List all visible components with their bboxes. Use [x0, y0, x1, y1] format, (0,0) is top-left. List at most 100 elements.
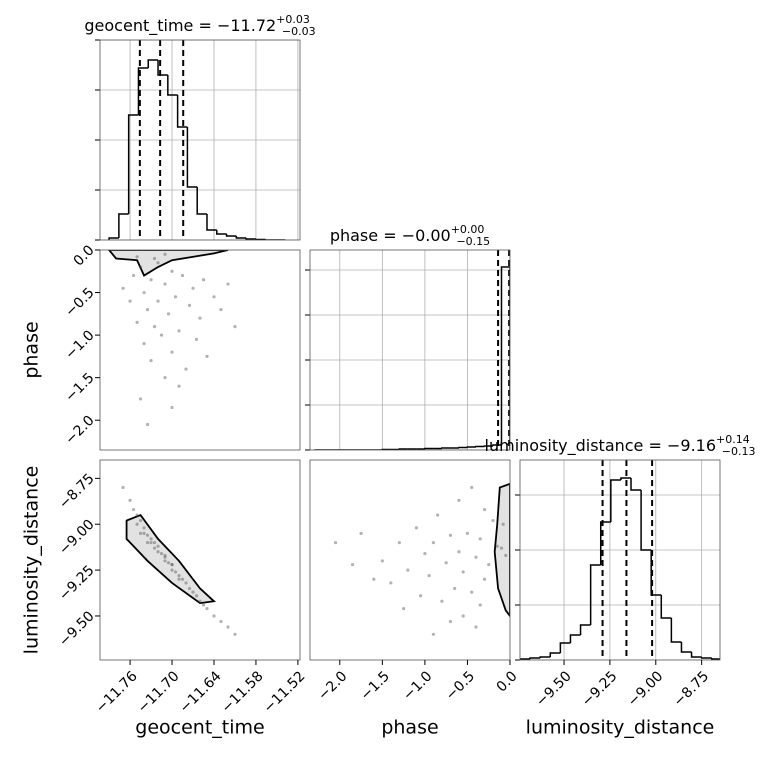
- x-tick-label: −9.50: [533, 668, 575, 710]
- sample-point: [333, 540, 338, 545]
- sample-point: [372, 577, 376, 581]
- hist-step: [225, 234, 237, 237]
- y-axis-label: phase: [21, 321, 43, 378]
- hist-step: [398, 448, 408, 450]
- x-tick-label: −8.75: [671, 668, 713, 710]
- sample-point: [501, 522, 505, 526]
- sample-point: [201, 603, 206, 607]
- sample-point: [135, 522, 139, 526]
- sample-point: [149, 537, 153, 541]
- title-sub: −0.03: [282, 25, 316, 38]
- sample-point: [159, 551, 164, 556]
- sample-point: [359, 531, 363, 535]
- panel-frame: [99, 249, 301, 451]
- y-tick-label: −9.50: [56, 608, 98, 650]
- sample-point: [149, 359, 153, 363]
- title-main: phase = −0.00: [330, 226, 451, 245]
- sample-point: [152, 546, 157, 550]
- hist-step: [559, 642, 571, 653]
- x-tick-label: −11.70: [135, 668, 183, 716]
- sample-point: [152, 540, 157, 545]
- sample-point: [138, 265, 143, 269]
- sample-point: [499, 546, 504, 550]
- hist-step: [620, 477, 632, 480]
- hist-step: [599, 521, 611, 565]
- sample-point: [482, 507, 487, 512]
- sample-point: [142, 342, 146, 346]
- hist-step: [108, 237, 119, 240]
- contour: [125, 513, 217, 605]
- sample-point: [121, 286, 125, 290]
- sample-point: [419, 594, 423, 598]
- hist-step: [458, 446, 468, 449]
- hist-step: [610, 479, 621, 522]
- hist-step: [424, 447, 434, 450]
- sample-point: [436, 513, 440, 517]
- sample-point: [487, 562, 491, 567]
- hist-step: [441, 447, 451, 449]
- x-tick-label: −1.5: [358, 668, 393, 703]
- sample-point: [138, 531, 143, 535]
- sample-point: [427, 573, 431, 578]
- title-sup: +0.00: [451, 223, 485, 236]
- panel-title: phase = −0.00+0.00 −0.15: [330, 223, 490, 248]
- sample-point: [149, 540, 153, 545]
- hist-step: [690, 652, 702, 658]
- x-tick-label: −9.25: [579, 668, 621, 710]
- sample-point: [461, 570, 465, 574]
- y-tick-label: −8.75: [56, 471, 98, 513]
- panel: [100, 40, 300, 240]
- sample-point: [156, 261, 160, 265]
- y-tick-label: 0.0: [71, 242, 98, 269]
- sample-point: [380, 559, 384, 563]
- sample-point: [470, 590, 474, 594]
- hist-step: [235, 236, 247, 239]
- sample-point: [448, 533, 453, 537]
- panel-frame: [99, 459, 301, 661]
- y-tick-label: −0.5: [62, 285, 97, 320]
- panel-title: luminosity_distance = −9.16+0.14 −0.13: [485, 433, 756, 458]
- sample-point: [198, 599, 202, 603]
- hist-step: [700, 657, 712, 659]
- sample-point: [156, 550, 160, 554]
- sample-point: [205, 607, 209, 611]
- sample-point: [194, 594, 199, 598]
- sample-point: [470, 485, 474, 490]
- y-tick-label: −9.00: [56, 517, 98, 559]
- hist-step: [255, 238, 266, 240]
- sample-point: [423, 551, 427, 556]
- panel-frame: [99, 39, 301, 241]
- x-tick-label: −9.00: [625, 668, 667, 710]
- sample-point: [170, 269, 174, 273]
- sample-point: [163, 553, 167, 558]
- sample-point: [131, 507, 136, 512]
- sample-point: [163, 282, 167, 286]
- hist-step: [483, 445, 493, 447]
- hist-step: [579, 624, 591, 635]
- panel: [107, 250, 237, 427]
- x-tick-label: −2.0: [315, 668, 350, 703]
- sample-point: [138, 397, 143, 401]
- sample-point: [152, 324, 157, 329]
- panel-frame: [519, 459, 721, 661]
- sample-point: [350, 562, 355, 567]
- sample-point: [457, 550, 461, 554]
- sample-point: [431, 540, 436, 545]
- sample-point: [431, 632, 436, 636]
- sample-point: [504, 553, 508, 558]
- sample-point: [170, 405, 174, 410]
- hist-step: [196, 187, 207, 215]
- sample-point: [478, 603, 482, 607]
- sample-point: [180, 273, 185, 278]
- y-tick-label: −2.0: [62, 413, 97, 448]
- x-tick-label: −11.64: [177, 668, 225, 716]
- y-tick-label: −1.5: [62, 370, 97, 405]
- sample-point: [128, 498, 132, 502]
- sample-point: [170, 562, 174, 567]
- sample-point: [184, 367, 188, 371]
- sample-point: [397, 540, 401, 545]
- sample-point: [166, 561, 171, 565]
- sample-point: [198, 316, 202, 320]
- panel: [520, 460, 720, 660]
- hist-step: [147, 59, 159, 68]
